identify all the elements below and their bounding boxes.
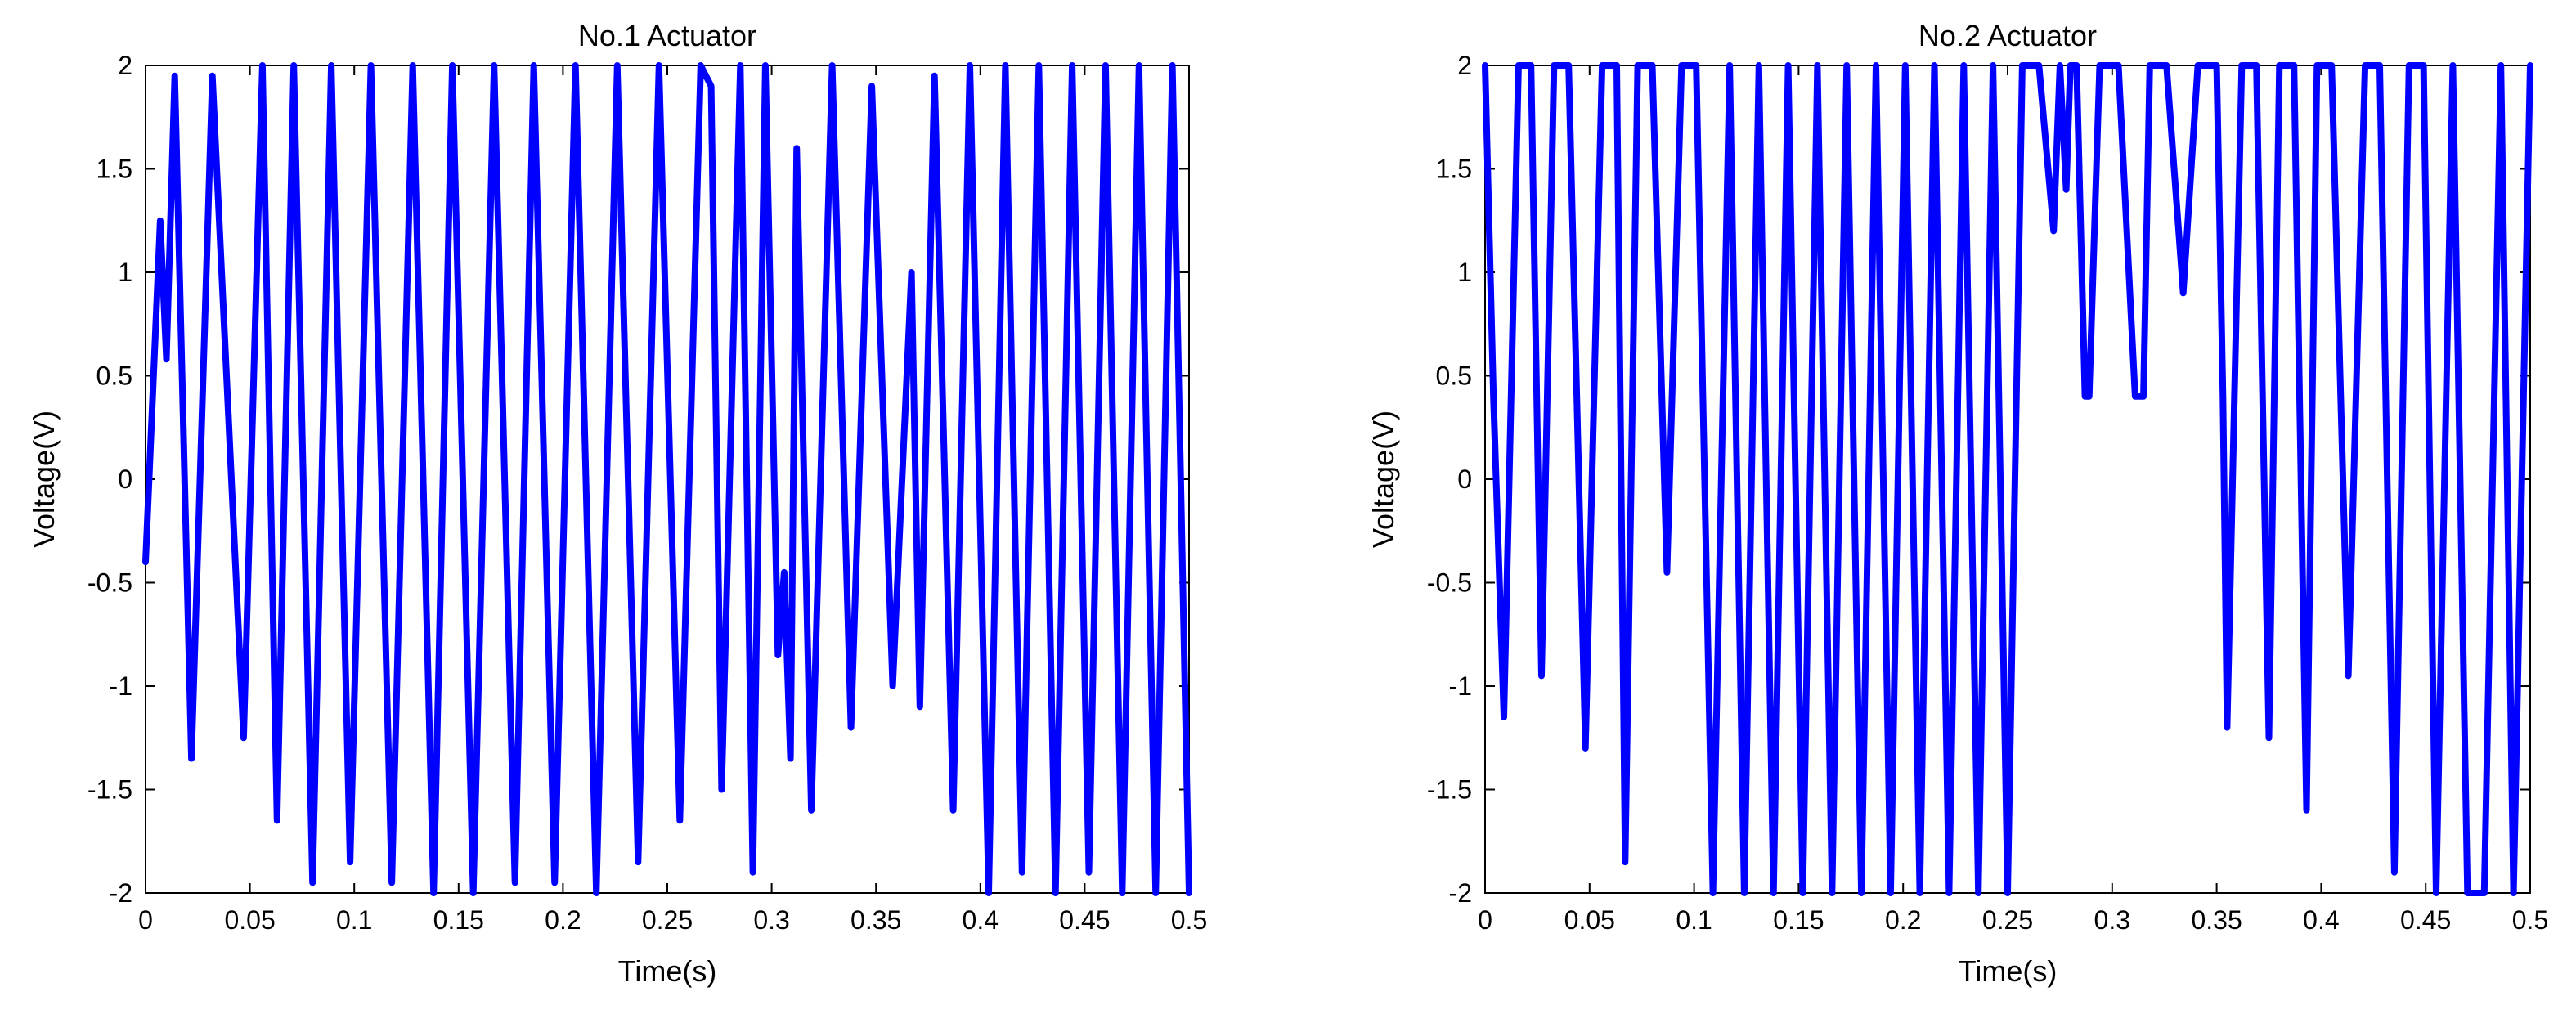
- y-tick-label: -1: [110, 671, 132, 701]
- y-axis-label: Voltage(V): [27, 411, 61, 548]
- x-axis-label: Time(s): [618, 954, 717, 988]
- y-tick-label: 1.5: [96, 155, 132, 184]
- x-tick-label: 0.2: [1885, 905, 1921, 935]
- chart-panel-2: No.2 Actuator 0 0.05 0.1 0.15 0.2 0.25 0.3 0.35…: [1367, 19, 2548, 988]
- x-tick-label: 0.15: [1773, 905, 1824, 935]
- chart-panel-1: No.1 Actuator 0 0.05 0.1 0.15 0.2 0.25 0.3 0.35…: [27, 19, 1207, 988]
- x-tick-label: 0.5: [1171, 905, 1207, 935]
- x-tick-label: 0.45: [2400, 905, 2451, 935]
- y-tick-label: -0.5: [1427, 568, 1472, 598]
- x-axis-label: Time(s): [1959, 954, 2058, 988]
- x-tick-label: 0.05: [224, 905, 275, 935]
- x-tick-label: 0.1: [1676, 905, 1712, 935]
- tick-group: 0 0.05 0.1 0.15 0.2 0.25 0.3 0.35 0.4 0.45 0.5 -2 -1…: [88, 51, 1207, 935]
- series-line: [1482, 62, 2533, 896]
- y-tick-label: 1: [1457, 258, 1472, 287]
- y-tick-label: -1: [1449, 671, 1472, 701]
- y-tick-label: 2: [118, 51, 132, 80]
- y-tick-label: 0: [1457, 464, 1472, 494]
- y-tick-label: -2: [110, 878, 132, 908]
- y-tick-label: -0.5: [88, 568, 132, 598]
- x-tick-label: 0.25: [1982, 905, 2033, 935]
- y-tick-label: -1.5: [88, 775, 132, 805]
- x-tick-label: 0.5: [2512, 905, 2548, 935]
- x-tick-label: 0.35: [850, 905, 901, 935]
- x-tick-label: 0.4: [963, 905, 999, 935]
- chart-title: No.2 Actuator: [1919, 19, 2097, 52]
- x-tick-label: 0.2: [545, 905, 581, 935]
- series-line: [142, 62, 1192, 896]
- y-tick-label: 0: [118, 464, 132, 494]
- y-tick-label: 1: [118, 258, 132, 287]
- x-tick-label: 0: [138, 905, 153, 935]
- y-tick-label: 0.5: [96, 361, 132, 391]
- x-tick-label: 0.45: [1059, 905, 1110, 935]
- x-tick-label: 0.25: [642, 905, 693, 935]
- y-tick-label: -1.5: [1427, 775, 1472, 805]
- chart-title: No.1 Actuator: [578, 19, 756, 52]
- x-tick-label: 0.1: [336, 905, 372, 935]
- x-tick-label: 0.3: [753, 905, 789, 935]
- y-tick-label: -2: [1449, 878, 1472, 908]
- x-tick-label: 0.3: [2094, 905, 2130, 935]
- x-tick-label: 0.35: [2191, 905, 2242, 935]
- y-axis-label: Voltage(V): [1367, 411, 1400, 548]
- x-tick-label: 0.4: [2303, 905, 2339, 935]
- y-tick-label: 0.5: [1436, 361, 1472, 391]
- x-tick-label: 0.05: [1564, 905, 1615, 935]
- x-tick-label: 0: [1478, 905, 1492, 935]
- y-tick-label: 2: [1457, 51, 1472, 80]
- tick-group: 0 0.05 0.1 0.15 0.2 0.25 0.3 0.35 0.4 0.45 0.5 -2 -1…: [1427, 51, 2548, 935]
- x-tick-label: 0.15: [433, 905, 484, 935]
- y-tick-label: 1.5: [1436, 155, 1472, 184]
